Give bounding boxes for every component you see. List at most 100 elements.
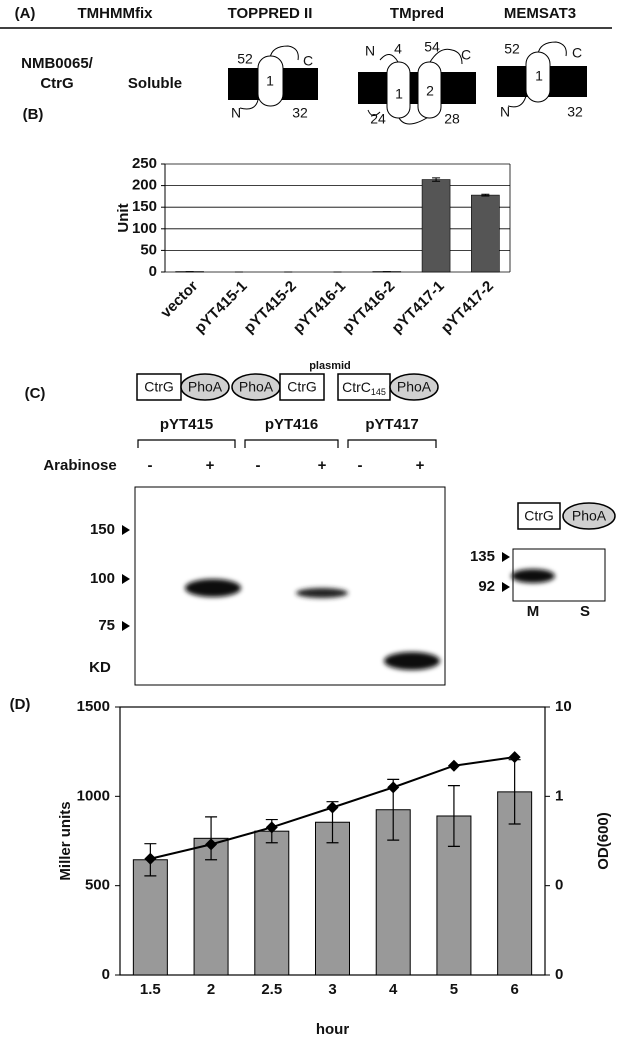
bar bbox=[315, 821, 350, 976]
bar bbox=[254, 830, 290, 976]
point bbox=[326, 801, 339, 814]
x-tick-label: pYT415-2 bbox=[241, 278, 300, 337]
method-header: MEMSAT3 bbox=[504, 5, 576, 22]
x-tick-label: pYT417-1 bbox=[389, 278, 448, 337]
topology-label: 1 bbox=[395, 86, 403, 102]
x-tick-label: 4 bbox=[389, 981, 398, 998]
panel-label: (D) bbox=[10, 696, 31, 713]
construct-oval bbox=[180, 373, 230, 401]
marker-arrow bbox=[502, 552, 510, 562]
error-bar bbox=[205, 816, 218, 861]
plasmid-name: pYT415 bbox=[160, 416, 213, 433]
marker-arrow bbox=[122, 525, 130, 535]
marker-label: 92 bbox=[478, 578, 495, 595]
condition: - bbox=[256, 457, 261, 474]
panel-label: (B) bbox=[23, 106, 44, 123]
bar bbox=[471, 194, 500, 273]
topology-label: 52 bbox=[237, 51, 253, 67]
method-header: TOPPRED II bbox=[228, 5, 313, 22]
membrane bbox=[358, 72, 476, 104]
y-tick-label: 100 bbox=[132, 220, 157, 237]
lane-label: M bbox=[527, 603, 540, 620]
band bbox=[511, 569, 555, 583]
y-tick-label: 0 bbox=[102, 966, 110, 983]
point bbox=[144, 852, 157, 865]
helix bbox=[257, 55, 284, 107]
topology-label: 32 bbox=[292, 105, 308, 121]
band bbox=[296, 588, 348, 598]
y-tick-label: 1000 bbox=[77, 787, 110, 804]
marker-arrow bbox=[122, 621, 130, 631]
x-tick-label: 2.5 bbox=[261, 981, 282, 998]
topology-label: 2 bbox=[426, 83, 434, 99]
panel-label: (A) bbox=[15, 5, 36, 22]
condition: - bbox=[148, 457, 153, 474]
x-tick-label: 2 bbox=[207, 981, 215, 998]
loop bbox=[367, 48, 463, 125]
point bbox=[205, 838, 218, 851]
topology-label: C bbox=[303, 53, 313, 69]
method-header: TMpred bbox=[390, 5, 444, 22]
x-axis-label: hour bbox=[316, 1021, 349, 1038]
lane-bracket bbox=[244, 439, 339, 448]
topology-label: 1 bbox=[535, 68, 543, 84]
construct-part: PhoA bbox=[188, 379, 223, 395]
panel-label: (C) bbox=[25, 385, 46, 402]
construct-part: PhoA bbox=[239, 379, 274, 395]
topology-label: C bbox=[461, 47, 471, 63]
x-tick-label: pYT417-2 bbox=[438, 278, 497, 337]
y-tick-label: 200 bbox=[132, 177, 157, 194]
marker-label: 75 bbox=[98, 617, 115, 634]
y-tick-label: 1500 bbox=[77, 698, 110, 715]
y2-tick-label: 10 bbox=[555, 698, 572, 715]
topology-label: 4 bbox=[394, 41, 402, 57]
x-tick-label: 3 bbox=[328, 981, 336, 998]
y2-tick-label: 0 bbox=[555, 877, 563, 894]
topology-label: 24 bbox=[370, 111, 386, 127]
construct-part: CtrG bbox=[524, 508, 554, 524]
error-bar bbox=[432, 177, 441, 182]
marker-label: 135 bbox=[470, 548, 495, 565]
bar bbox=[193, 837, 229, 976]
x-tick-label: 1.5 bbox=[140, 981, 161, 998]
construct-part: CtrG bbox=[287, 379, 317, 395]
band bbox=[384, 652, 440, 670]
helix bbox=[386, 61, 411, 119]
point bbox=[265, 821, 278, 834]
y2-tick-label: 0 bbox=[555, 966, 563, 983]
protein-name: NMB0065/ bbox=[21, 55, 94, 72]
lane-bracket bbox=[347, 439, 437, 448]
construct-oval bbox=[389, 373, 439, 401]
error-bar bbox=[481, 193, 490, 197]
loop bbox=[239, 45, 299, 110]
lane-label: S bbox=[580, 603, 590, 620]
construct-box bbox=[136, 373, 182, 401]
unit-label: KD bbox=[89, 659, 111, 676]
treatment-label: Arabinose bbox=[43, 457, 116, 474]
x-tick-label: pYT416-2 bbox=[339, 278, 398, 337]
y-tick-label: 0 bbox=[149, 263, 157, 280]
marker-label: 100 bbox=[90, 570, 115, 587]
condition: + bbox=[206, 457, 215, 474]
construct-box bbox=[337, 373, 391, 401]
construct-part-sub: 145 bbox=[371, 387, 386, 397]
method-header: TMHMMfix bbox=[78, 5, 154, 22]
plasmid-name: pYT416 bbox=[265, 416, 318, 433]
error-bar bbox=[447, 785, 460, 847]
bar bbox=[375, 809, 411, 976]
y2-axis-label: OD(600) bbox=[595, 812, 612, 870]
caption: plasmid bbox=[309, 360, 351, 372]
marker-arrow bbox=[502, 582, 510, 592]
condition: + bbox=[318, 457, 327, 474]
point bbox=[508, 751, 521, 764]
construct-oval bbox=[562, 502, 616, 530]
marker-label: 150 bbox=[90, 521, 115, 538]
loop bbox=[507, 41, 567, 108]
construct-box bbox=[517, 502, 561, 530]
topology-label: N bbox=[365, 43, 375, 59]
marker-arrow bbox=[122, 574, 130, 584]
topology-label: 54 bbox=[424, 39, 440, 55]
helix bbox=[525, 51, 551, 103]
y-tick-label: 500 bbox=[85, 877, 110, 894]
